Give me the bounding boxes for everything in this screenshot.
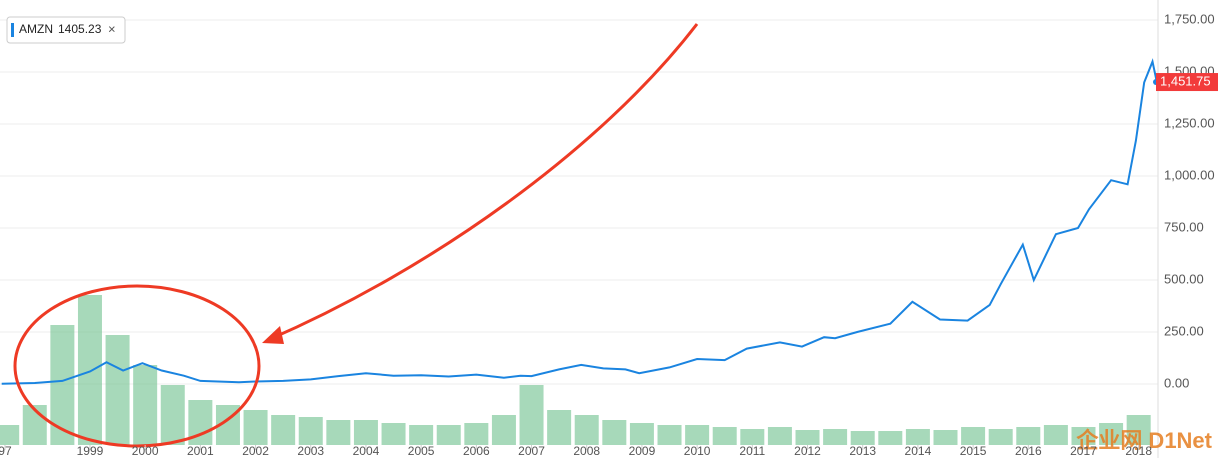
volume-bar — [353, 420, 378, 445]
legend-box[interactable] — [6, 16, 126, 44]
volume-bar — [0, 425, 20, 445]
legend-value: 1405.23 — [58, 22, 102, 36]
volume-bar — [878, 431, 903, 445]
watermark: 企业网 D1Net — [1075, 428, 1212, 453]
last-price-tag — [1156, 73, 1218, 92]
x-tick-label: 2011 — [739, 444, 765, 458]
x-tick-label: 2014 — [905, 444, 932, 458]
x-tick-label: 2008 — [573, 444, 600, 458]
volume-bar — [795, 430, 820, 445]
volume-bar — [491, 415, 516, 445]
volume-bar — [271, 415, 296, 445]
volume-bar — [547, 410, 572, 445]
volume-bar — [712, 427, 737, 445]
volume-bar — [823, 429, 848, 445]
volume-bar — [574, 415, 599, 445]
x-tick-label: 2001 — [187, 444, 214, 458]
volume-bar — [602, 420, 627, 445]
volume-bar — [961, 427, 986, 445]
volume-bar — [905, 429, 930, 445]
volume-bar — [519, 385, 544, 445]
highlight-circle — [13, 284, 261, 448]
volume-bar — [298, 417, 323, 445]
volume-bar — [50, 325, 75, 445]
volume-bars — [0, 295, 1151, 445]
volume-bar — [436, 425, 461, 445]
y-tick-label: 0.00 — [1164, 375, 1189, 390]
volume-bar — [464, 423, 489, 445]
volume-bar — [381, 423, 406, 445]
x-tick-label: 2018 — [1125, 444, 1152, 458]
volume-bar — [850, 431, 875, 445]
y-tick-label: 1,000.00 — [1164, 167, 1215, 182]
x-tick-label: 2004 — [353, 444, 380, 458]
x-tick-label: 2009 — [629, 444, 656, 458]
volume-bar — [409, 425, 434, 445]
volume-bar — [657, 425, 682, 445]
last-price-label: 1,451.75 — [1160, 73, 1211, 88]
x-tick-label: 2015 — [960, 444, 987, 458]
x-tick-label: 2007 — [518, 444, 545, 458]
volume-bar — [629, 423, 654, 445]
y-tick-label: 500.00 — [1164, 271, 1204, 286]
x-tick-label: 2010 — [684, 444, 711, 458]
y-tick-label: 250.00 — [1164, 323, 1204, 338]
volume-bar — [105, 335, 130, 445]
arrow-head — [262, 326, 284, 344]
volume-bar — [326, 420, 351, 445]
volume-bar — [133, 365, 158, 445]
legend-symbol: AMZN — [19, 22, 53, 36]
x-tick-label: 2003 — [297, 444, 324, 458]
volume-bar — [243, 410, 268, 445]
x-tick-label: 2006 — [463, 444, 490, 458]
x-tick-label: 2000 — [132, 444, 159, 458]
x-tick-label: 2005 — [408, 444, 435, 458]
volume-bar — [1071, 427, 1096, 445]
x-tick-label: 1999 — [77, 444, 104, 458]
x-tick-label: 2016 — [1015, 444, 1042, 458]
price-line — [1, 58, 1158, 385]
x-tick-label: 2012 — [794, 444, 821, 458]
volume-bar — [933, 430, 958, 445]
plot — [1, 58, 1158, 385]
x-tick-label: 2002 — [242, 444, 269, 458]
x-tick-label: 2013 — [849, 444, 876, 458]
volume-bar — [160, 385, 185, 445]
volume-bar — [988, 429, 1013, 445]
y-tick-label: 750.00 — [1164, 219, 1204, 234]
x-tick-label: 2017 — [1070, 444, 1097, 458]
volume-bar — [77, 295, 102, 445]
volume-bar — [1099, 423, 1124, 445]
volume-bar — [767, 427, 792, 445]
y-tick-label: 1,250.00 — [1164, 115, 1215, 130]
volume-bar — [740, 429, 765, 445]
arrow — [267, 23, 699, 342]
legend-close[interactable]: × — [108, 21, 116, 36]
grid — [0, 19, 1158, 385]
y-tick-label: 1,750.00 — [1164, 11, 1215, 26]
legend-swatch — [11, 23, 14, 37]
x-tick-label: 97 — [0, 444, 12, 458]
volume-bar — [1126, 415, 1151, 445]
volume-bar — [685, 425, 710, 445]
volume-bar — [1043, 425, 1068, 445]
volume-bar — [1016, 427, 1041, 445]
